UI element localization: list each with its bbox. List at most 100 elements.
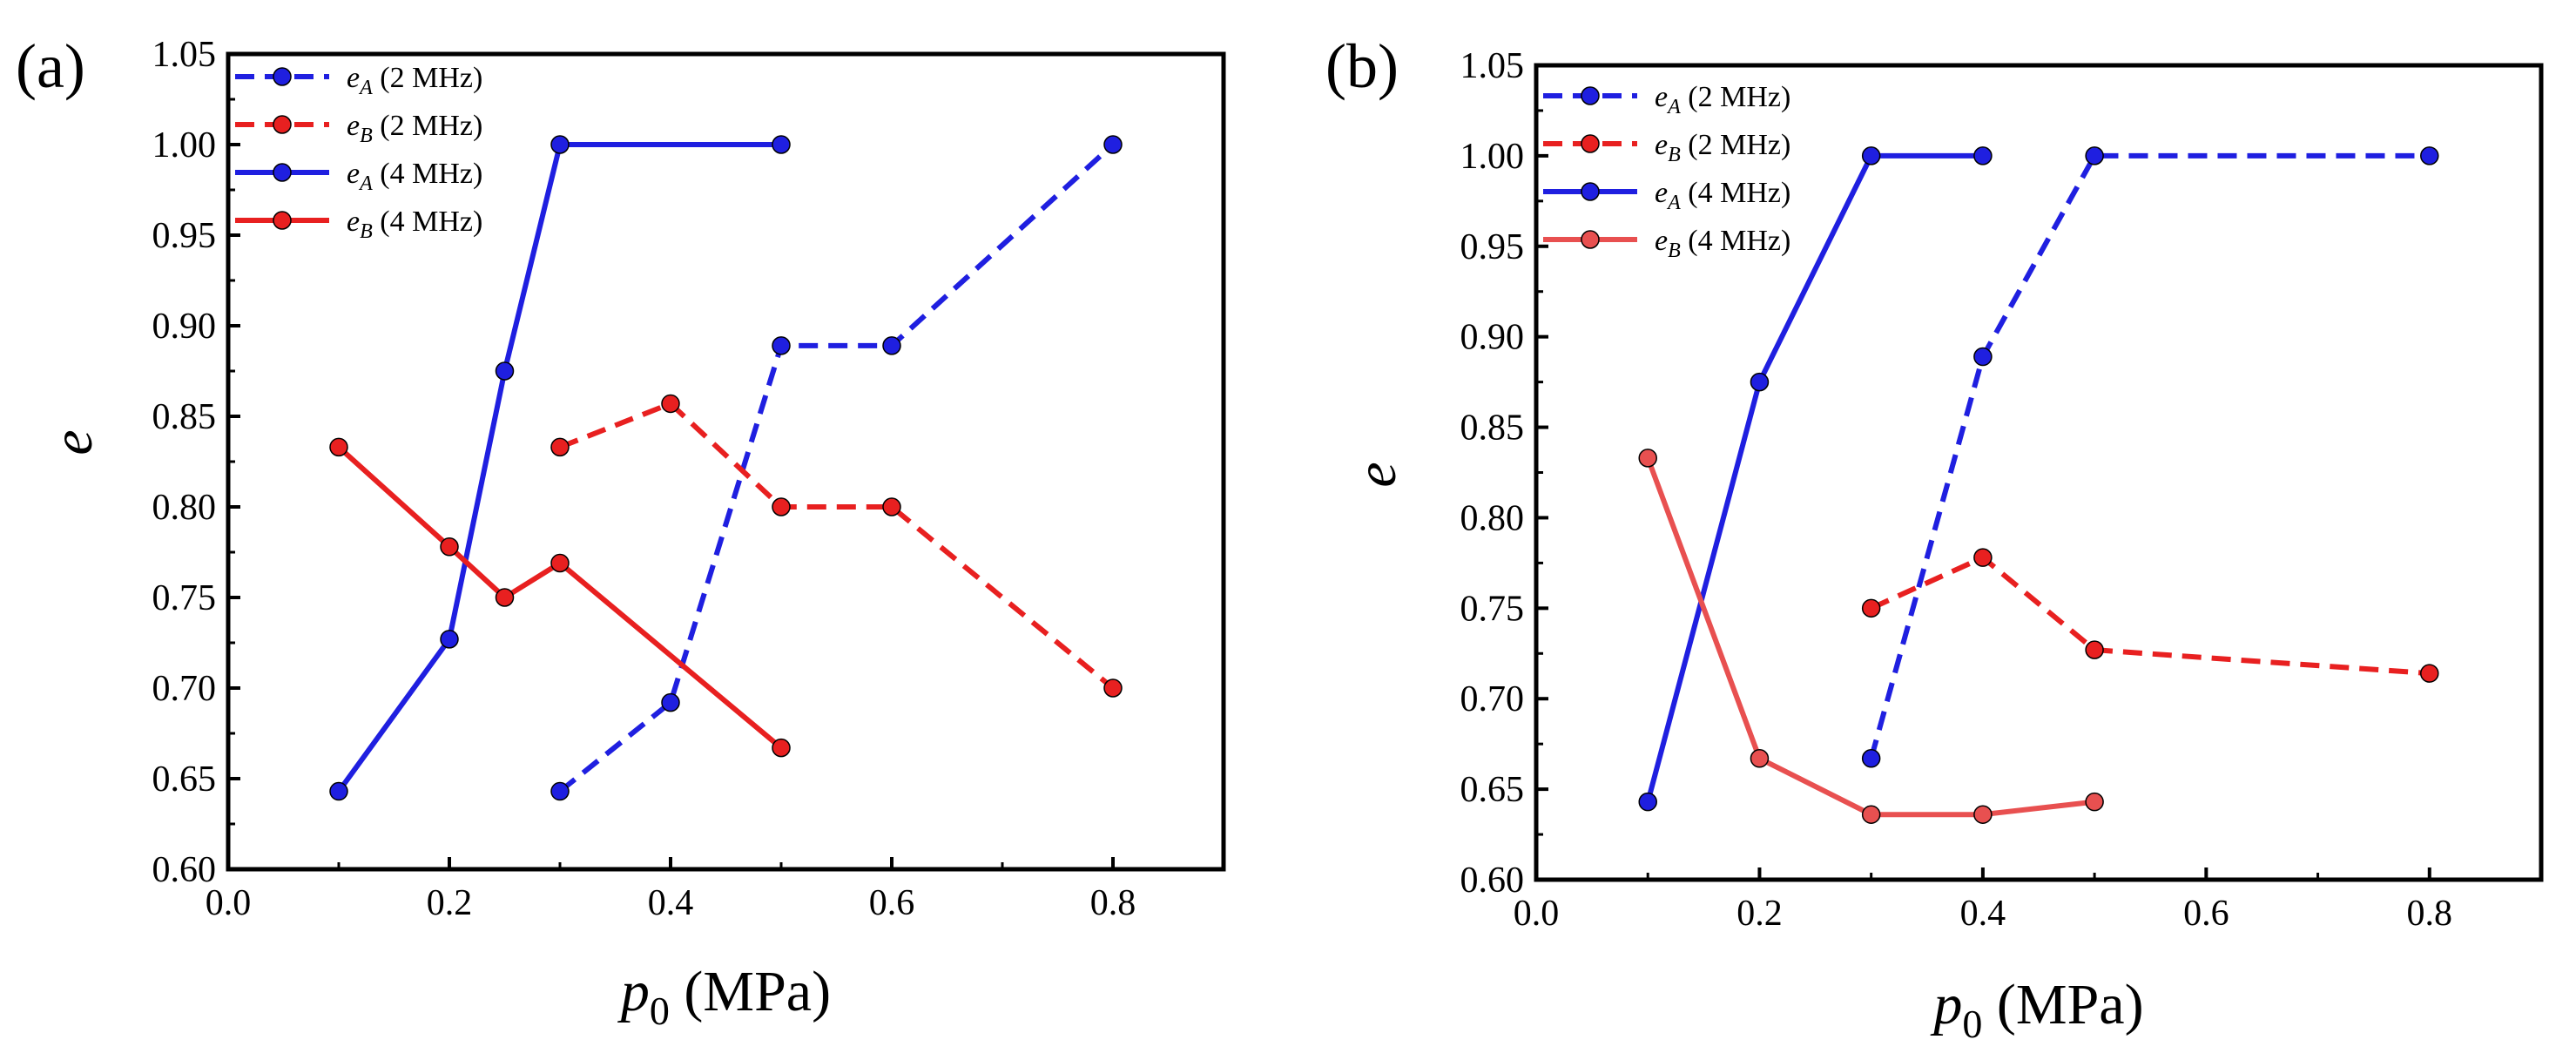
series-a-2mhz — [1861, 146, 2439, 768]
data-point — [1750, 749, 1770, 768]
data-point — [2085, 792, 2104, 812]
series-b-2mhz — [550, 394, 1123, 698]
series-a-4mhz — [1638, 146, 1993, 812]
legend-marker — [273, 115, 292, 134]
data-point — [772, 336, 791, 355]
series-line — [1868, 152, 2430, 759]
data-point — [1750, 372, 1770, 392]
chart-panel-a: 0.60 0.65 0.70 0.75 0.80 0.85 0.90 0.95 1.00 1.05… — [16, 31, 1226, 1033]
legend-label: eA (4 MHz) — [1655, 177, 1790, 214]
x-tick-label: 0.6 — [869, 883, 915, 923]
data-point — [1973, 805, 1993, 824]
data-point — [550, 135, 570, 154]
y-tick-label: 0.60 — [1460, 861, 1525, 901]
panel-label: (a) — [16, 31, 85, 101]
data-point — [1861, 598, 1881, 618]
data-point — [550, 437, 570, 457]
legend-label: eB (2 MHz) — [347, 110, 482, 147]
legend-entry: eA (4 MHz) — [1543, 177, 1790, 214]
data-point — [495, 588, 515, 607]
y-tick-label: 0.75 — [152, 578, 217, 618]
data-point — [661, 394, 680, 414]
legend-entry: eA (2 MHz) — [235, 62, 482, 99]
x-tick-label: 0.2 — [1736, 894, 1783, 934]
series-a-4mhz — [329, 135, 791, 801]
legend-marker — [1581, 182, 1600, 201]
legend-entry: eB (2 MHz) — [1543, 129, 1790, 166]
legend-marker — [273, 67, 292, 86]
series-line — [558, 401, 1115, 691]
data-point — [329, 781, 348, 801]
data-point — [1861, 146, 1881, 165]
x-tick-label: 0.2 — [427, 883, 473, 923]
data-point — [1861, 805, 1881, 824]
series-b-2mhz — [1861, 548, 2439, 683]
data-point — [1103, 135, 1123, 154]
y-tick-label: 0.95 — [152, 216, 217, 256]
y-axis-title: e — [1345, 462, 1408, 487]
legend-entry: eB (2 MHz) — [235, 110, 482, 147]
legend-entry: eA (2 MHz) — [1543, 81, 1790, 118]
legend-marker — [1581, 134, 1600, 153]
y-tick-label: 0.80 — [1460, 498, 1525, 538]
y-tick-label: 0.65 — [1460, 770, 1525, 810]
legend-marker — [1581, 230, 1600, 249]
x-axis-title: p0 (MPa) — [617, 960, 831, 1033]
y-tick-label: 0.85 — [1460, 408, 1525, 449]
data-point — [661, 692, 680, 712]
data-point — [550, 781, 570, 801]
data-point — [882, 336, 901, 355]
legend-marker — [273, 163, 292, 182]
data-point — [882, 497, 901, 516]
data-point — [495, 361, 515, 381]
chart-panel-b: 0.60 0.65 0.70 0.75 0.80 0.85 0.90 0.95 1.00 1.05… — [1325, 31, 2544, 1046]
legend-entry: eB (4 MHz) — [235, 206, 482, 243]
legend-marker — [1581, 86, 1600, 105]
x-tick-label: 0.8 — [2407, 894, 2453, 934]
legend-label: eA (4 MHz) — [347, 158, 482, 195]
data-point — [772, 135, 791, 154]
legend-label: eA (2 MHz) — [1655, 81, 1790, 118]
legend-label: eB (2 MHz) — [1655, 129, 1790, 166]
y-axis-title: e — [41, 429, 105, 455]
y-tick-label: 1.05 — [1460, 46, 1525, 86]
y-tick-label: 1.05 — [152, 35, 217, 75]
series-line — [1645, 152, 1983, 803]
data-point — [329, 437, 348, 457]
x-axis-title: p0 (MPa) — [1930, 973, 2143, 1046]
x-tick-label: 0.0 — [1514, 894, 1560, 934]
y-tick-label: 0.75 — [1460, 589, 1525, 629]
y-tick-label: 0.90 — [1460, 318, 1525, 358]
y-tick-label: 0.65 — [152, 759, 217, 800]
series-line — [1870, 555, 2430, 677]
legend-marker — [273, 211, 292, 230]
data-point — [1103, 678, 1123, 698]
x-tick-label: 0.4 — [648, 883, 694, 923]
data-point — [440, 630, 459, 649]
y-tick-label: 0.85 — [152, 397, 217, 437]
data-point — [772, 738, 791, 758]
data-point — [2085, 640, 2104, 659]
data-point — [1973, 146, 1993, 165]
legend-label: eB (4 MHz) — [347, 206, 482, 243]
data-point — [2420, 664, 2439, 683]
x-tick-label: 0.8 — [1090, 883, 1136, 923]
y-tick-label: 0.90 — [152, 307, 217, 347]
data-point — [1861, 749, 1881, 768]
data-point — [1638, 792, 1657, 812]
y-tick-label: 0.95 — [1460, 227, 1525, 267]
data-point — [2085, 146, 2104, 165]
data-point — [1638, 449, 1657, 468]
data-point — [2420, 146, 2439, 165]
y-tick-label: 1.00 — [152, 125, 217, 165]
x-tick-label: 0.0 — [206, 883, 252, 923]
y-tick-label: 0.60 — [152, 850, 217, 890]
legend-entry: eA (4 MHz) — [235, 158, 482, 195]
data-point — [1973, 347, 1993, 367]
data-point — [440, 537, 459, 557]
y-tick-label: 0.70 — [1460, 679, 1525, 719]
y-tick-label: 0.80 — [152, 488, 217, 528]
legend-label: eA (2 MHz) — [347, 62, 482, 99]
x-tick-label: 0.6 — [2183, 894, 2229, 934]
